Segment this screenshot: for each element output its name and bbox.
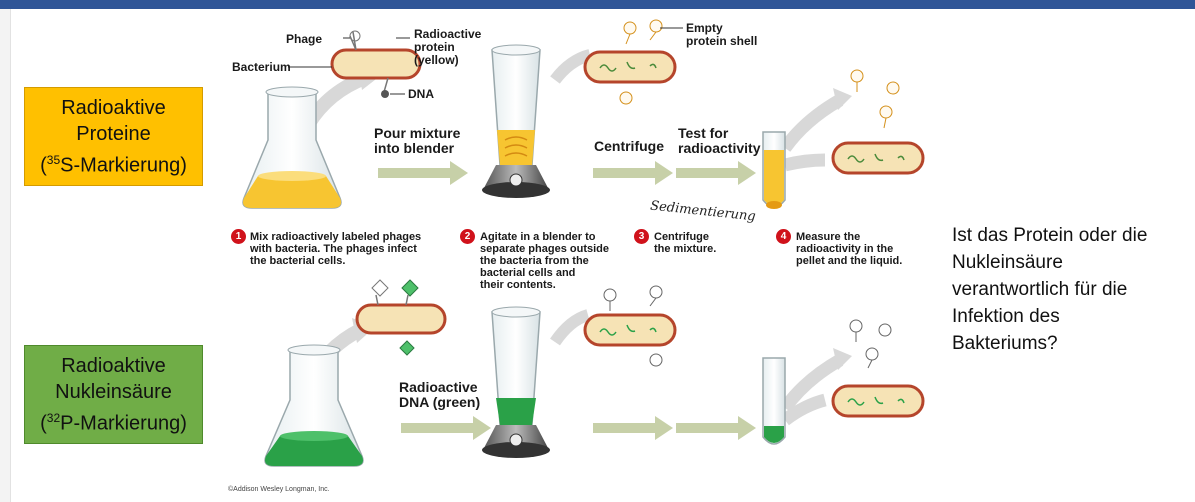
step-number-3: 3 [634,229,649,244]
flask-protein [242,86,342,209]
flask-nucleic-acid [264,344,364,467]
outcome-protein-pellet [831,141,925,175]
step-number-1: 1 [231,229,246,244]
fork-arrow-bottom-up [779,354,844,412]
process-arrows-top [378,161,756,185]
label-pour-mixture: Pour mixture into blender [374,125,461,156]
fork-arrow-top-up [779,94,844,152]
protein-box-line2: Proteine [76,122,151,145]
outcome-nucleic-pellet [831,384,925,418]
protein-box-line1: Radioaktive [61,96,166,119]
curved-arrow-bottom-2 [550,309,590,346]
image-credit: ©Addison Wesley Longman, Inc. [228,486,330,493]
slide-panel-edge [0,9,11,502]
step-number-2: 2 [460,229,475,244]
question-text: Ist das Protein oder die Nukleinsäure vera… [952,225,1148,354]
fork-arrow-bottom-down [781,393,827,426]
step-description-3: Centrifuge the mixture. [654,231,717,255]
radioactive-nucleic-acid-box: Radioaktive Nukleinsäure (32P-Markierung… [24,345,203,444]
label-radioactive-dna: Radioactive DNA (green) [399,379,481,410]
bacterium-separated-bottom [583,285,677,367]
label-bacterium: Bacterium [232,60,291,74]
blender-top [482,44,550,198]
nucleic-box-line2: Nukleinsäure [55,380,172,403]
outcome-nucleic-liquid [849,319,892,369]
blender-bottom [482,306,550,458]
label-test-radioactivity: Test for radioactivity [678,125,761,156]
bacterium-separated-top [583,19,677,105]
step-number-4: 4 [776,229,791,244]
bacterium-infected-top [330,30,422,98]
fork-arrow-top-up-head [833,88,852,110]
curved-arrow-top-2 [550,49,592,84]
step-description-2: Agitate in a blender to separate phages o… [480,231,609,291]
label-dna: DNA [408,87,434,101]
bacterium-infected-bottom [355,279,447,356]
test-tube-bottom [762,357,786,445]
step-description-4: Measure the radioactivity in the pellet an… [796,231,903,267]
label-empty-shell: Empty protein shell [686,21,758,48]
radioactive-protein-box: Radioaktive Proteine (35S-Markierung) [24,87,203,186]
nucleic-box-line1: Radioaktive [61,354,166,377]
fork-arrow-top-down [783,153,826,172]
nucleic-box-line3: (32P-Markierung) [40,410,187,435]
protein-box-line3: (35S-Markierung) [40,152,187,177]
label-radioactive-protein: Radioactive protein (yellow) [414,27,482,67]
process-arrows-bottom [401,416,756,440]
outcome-protein-liquid [850,69,900,129]
slide-title-bar [0,0,1195,9]
test-tube-top [762,131,786,209]
step-description-1: Mix radioactively labeled phages with bac… [250,231,422,267]
label-centrifuge: Centrifuge [594,138,664,154]
label-phage: Phage [286,32,323,46]
fork-arrow-bottom-up-head [833,348,852,370]
